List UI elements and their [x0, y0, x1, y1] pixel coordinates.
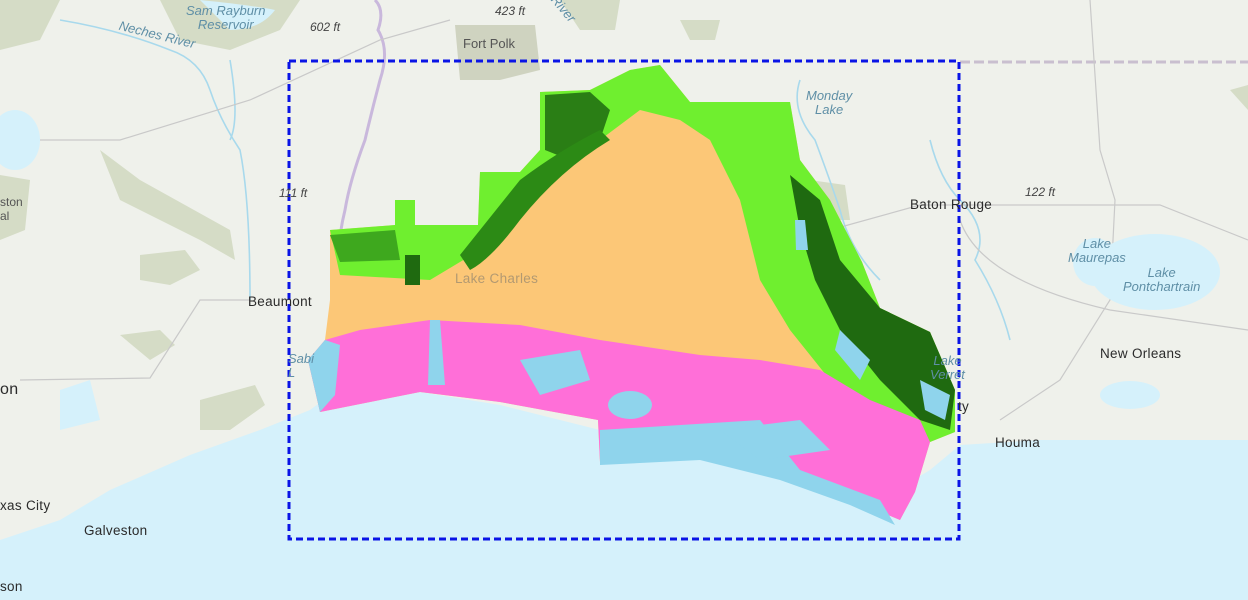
label-galveston: Galveston — [84, 523, 148, 538]
label-lake-verret: Lake Verret — [930, 353, 965, 382]
label-elevation-602: 602 ft — [310, 20, 341, 34]
label-morgan-city-partial: ty — [958, 399, 970, 414]
label-lake-pontchartrain: Lake Pontchartrain — [1123, 265, 1201, 294]
label-son-partial: son — [0, 579, 23, 594]
label-sam-rayburn-reservoir: Sam Rayburn Reservoir — [186, 3, 266, 32]
label-texas-city-partial: xas City — [0, 498, 51, 513]
rivers — [59, 19, 1011, 341]
label-new-orleans: New Orleans — [1100, 346, 1182, 361]
label-lake-maurepas: Lake Maurepas — [1068, 236, 1126, 265]
label-houston-partial: on — [0, 381, 19, 398]
label-monday-lake: Monday Lake — [806, 88, 853, 117]
label-baton-rouge: Baton Rouge — [910, 197, 993, 212]
extent-box[interactable] — [287, 59, 961, 541]
label-ston-partial: ston al — [0, 195, 23, 223]
label-fort-polk: Fort Polk — [463, 36, 516, 51]
label-beaumont: Beaumont — [248, 294, 312, 309]
landcover-marsh — [308, 320, 930, 520]
landcover-layer — [308, 65, 955, 525]
label-elevation-423: 423 ft — [495, 4, 526, 18]
label-elevation-122: 122 ft — [1025, 185, 1056, 199]
landcover-water — [308, 220, 950, 525]
label-elevation-111: 111 ft — [279, 186, 308, 200]
landcover-forest-dark — [790, 175, 955, 430]
label-lake-charles: Lake Charles — [455, 271, 539, 286]
label-houma: Houma — [995, 435, 1041, 450]
label-sabine-lake: Sabi L — [288, 351, 315, 380]
landcover-forest-light — [330, 65, 955, 460]
